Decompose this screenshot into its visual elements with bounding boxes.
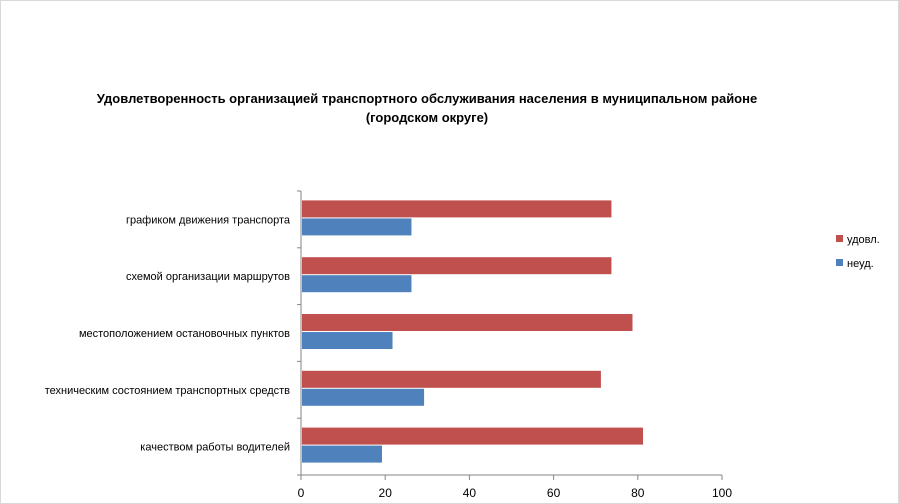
bar-neud-0 (302, 218, 412, 236)
x-tick-label: 0 (298, 486, 305, 500)
bar-neud-2 (302, 332, 393, 349)
legend-swatch-neud (836, 259, 843, 266)
category-labels: графиком движения транспорта схемой орган… (45, 214, 291, 453)
category-label: местоположением остановочных пунктов (79, 328, 290, 340)
x-tick-labels: 0 20 40 60 80 100 (298, 486, 733, 500)
bar-udovl-3 (302, 370, 601, 388)
category-label: качеством работы водителей (140, 442, 290, 454)
category-label: схемой организации маршрутов (126, 271, 290, 283)
legend-swatch-udovl (836, 235, 843, 242)
bar-udovl-2 (302, 314, 633, 331)
legend: удовл. неуд. (836, 234, 880, 270)
bar-udovl-1 (302, 257, 612, 275)
category-label: техническим состоянием транспортных сред… (45, 385, 290, 397)
chart-title-line-2: (городском округе) (365, 110, 489, 125)
x-tick-label: 80 (631, 486, 645, 500)
x-tick-label: 100 (712, 486, 732, 500)
bar-neud-3 (302, 388, 425, 406)
category-label: графиком движения транспорта (126, 214, 291, 226)
chart-title: Удовлетворенность организацией транспорт… (0, 89, 854, 127)
chart-bars (302, 200, 644, 463)
legend-label-udovl: удовл. (847, 234, 880, 246)
x-tick-label: 40 (463, 486, 477, 500)
chart-title-line-1: Удовлетворенность организацией транспорт… (96, 91, 758, 106)
bar-neud-1 (302, 275, 412, 293)
x-tick-label: 60 (547, 486, 561, 500)
legend-label-neud: неуд. (847, 258, 874, 270)
bar-neud-4 (302, 445, 382, 463)
bar-udovl-4 (302, 427, 644, 445)
x-tick-label: 20 (379, 486, 393, 500)
bar-udovl-0 (302, 200, 612, 218)
chart-axes (297, 190, 723, 480)
